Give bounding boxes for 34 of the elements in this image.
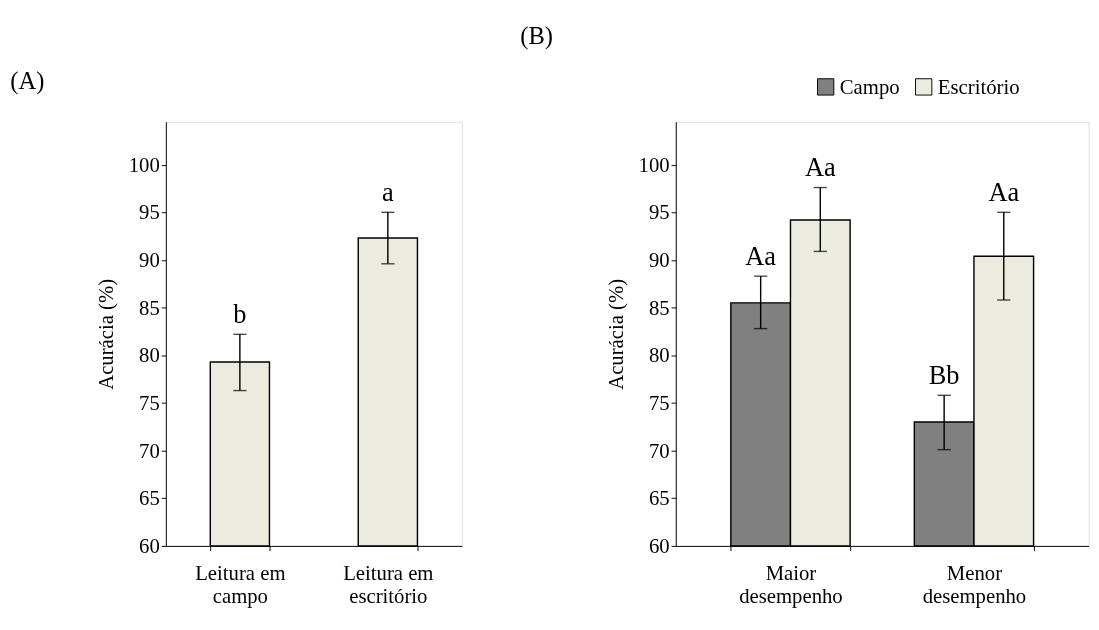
y-tick-label: 90 — [648, 249, 670, 272]
y-tick-label: 60 — [648, 534, 670, 557]
annotation: Aa — [804, 152, 836, 183]
x-tick-label: Leitura em campo — [195, 562, 286, 608]
y-tick-label: 90 — [139, 249, 160, 272]
annotation: Aa — [988, 177, 1020, 208]
y-tick-label: 75 — [648, 392, 670, 415]
annotation: Aa — [745, 240, 777, 271]
y-tick-label: 85 — [648, 296, 670, 319]
y-tick-label: 65 — [648, 487, 670, 510]
y-tick-label: 65 — [139, 487, 160, 510]
y-tick-label: 85 — [139, 296, 160, 319]
y-tick-label: 95 — [139, 201, 160, 224]
y-tick-label: 75 — [139, 392, 160, 415]
y-axis-title: Acurácia (%) — [94, 278, 118, 390]
annotation: Bb — [928, 360, 960, 391]
y-tick-label: 70 — [648, 439, 670, 462]
y-tick-label: 80 — [648, 344, 670, 367]
chart-title: (A) — [10, 66, 45, 95]
y-tick-label: 100 — [638, 153, 670, 176]
x-tick-label: Maior desempenho — [739, 562, 843, 608]
x-tick-label: Menor desempenho — [922, 562, 1027, 608]
chart-title: (B) — [520, 21, 553, 50]
y-tick-label: 95 — [648, 201, 670, 224]
annotation: b — [233, 299, 247, 330]
y-tick-label: 100 — [128, 153, 160, 176]
x-tick-label: Leitura em escritório — [343, 562, 434, 607]
legend-label: Campo — [839, 75, 900, 99]
y-axis-title: Acurácia (%) — [604, 278, 628, 390]
y-tick-label: 60 — [139, 534, 160, 557]
annotation: a — [382, 177, 394, 208]
legend-label: Escritório — [937, 75, 1020, 98]
y-tick-label: 70 — [139, 439, 160, 462]
y-tick-label: 80 — [139, 344, 160, 367]
